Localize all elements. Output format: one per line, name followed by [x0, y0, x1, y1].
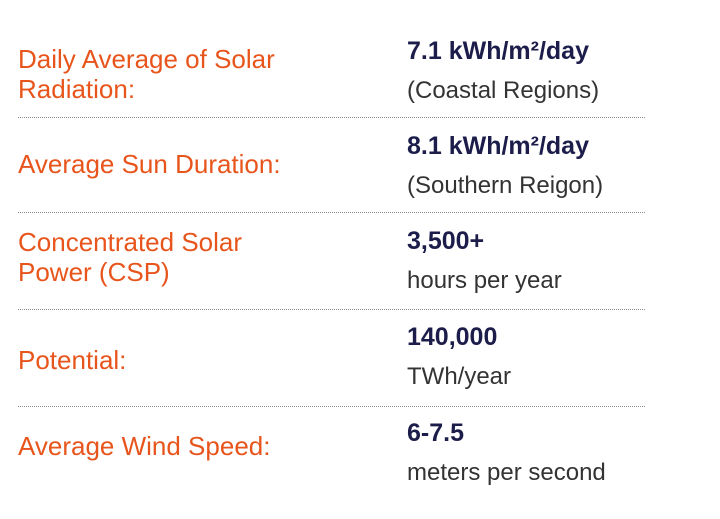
stat-value: 3,500+	[407, 227, 485, 255]
stat-value-group: 3,500+ hours per year	[407, 226, 667, 296]
stat-row-wind-speed: Average Wind Speed: 6-7.5 meters per sec…	[18, 406, 645, 506]
stat-label: Concentrated Solar Power (CSP)	[18, 227, 243, 287]
stat-row-potential: Potential: 140,000 TWh/year	[18, 309, 645, 407]
stat-row-solar-radiation: Daily Average of Solar Radiation: 7.1 kW…	[18, 0, 645, 118]
stat-value-group: 6-7.5 meters per second	[407, 418, 667, 488]
stat-detail: meters per second	[407, 459, 606, 486]
stat-value-group: 7.1 kWh/m²/day (Coastal Regions)	[407, 36, 667, 106]
stat-value: 7.1 kWh/m²/day	[407, 37, 589, 65]
stat-value: 8.1 kWh/m²/day	[407, 132, 589, 160]
stat-value: 140,000	[407, 323, 498, 351]
stat-label: Average Sun Duration:	[18, 149, 281, 179]
stat-value-group: 8.1 kWh/m²/day (Southern Reigon)	[407, 131, 667, 201]
stat-detail: hours per year	[407, 267, 562, 294]
stat-value-group: 140,000 TWh/year	[407, 322, 667, 392]
stat-detail: (Southern Reigon)	[407, 172, 604, 199]
stat-label: Daily Average of Solar Radiation:	[18, 44, 275, 104]
stat-value: 6-7.5	[407, 419, 464, 447]
stat-detail: (Coastal Regions)	[407, 77, 600, 104]
stat-row-sun-duration: Average Sun Duration: 8.1 kWh/m²/day (So…	[18, 117, 645, 213]
stat-label: Potential:	[18, 345, 127, 375]
stat-label: Average Wind Speed:	[18, 431, 271, 461]
stat-detail: TWh/year	[407, 363, 512, 390]
stat-row-csp: Concentrated Solar Power (CSP) 3,500+ ho…	[18, 212, 645, 310]
